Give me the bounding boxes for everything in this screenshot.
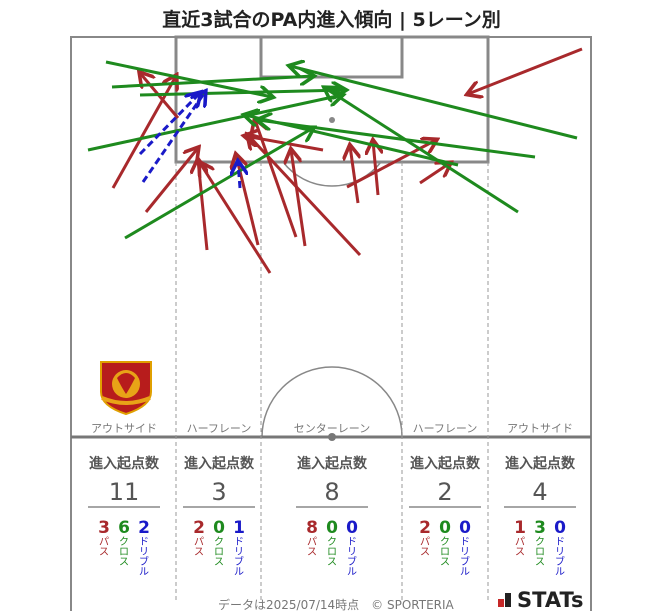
- penalty-spot: [329, 117, 335, 123]
- center-spot: [328, 433, 336, 441]
- lane-1-cross-count: 6: [118, 518, 130, 538]
- lane-3-dribble-count: 0: [346, 518, 358, 538]
- cross-arrow-17: [111, 76, 313, 89]
- lane-3-pass-count: 8: [306, 518, 318, 538]
- cross-arrow-21: [290, 66, 578, 140]
- lane-4-dribble-label: ドリブル: [460, 537, 470, 578]
- lane-total-1: 11: [109, 478, 140, 506]
- lane-2-dribble-label: ドリブル: [234, 537, 244, 578]
- stats-logo-icon: [498, 593, 512, 607]
- lane-3-cross-label: クロス: [327, 536, 337, 568]
- pass-arrow-13: [245, 136, 324, 152]
- penalty-arc: [282, 161, 382, 187]
- cross-arrow-18: [139, 90, 345, 95]
- lane-2-dribble-count: 1: [233, 518, 245, 538]
- lane-header-1: 進入起点数: [89, 455, 160, 472]
- dribble-arrow-26: [138, 93, 200, 156]
- lane-total-3: 8: [324, 478, 339, 506]
- lane-label-4: ハーフレーン: [413, 422, 478, 435]
- footer-date: データは2025/07/14時点 © SPORTERIA: [218, 598, 454, 612]
- lane-1-dribble-count: 2: [138, 518, 150, 538]
- cross-arrow-20: [124, 128, 313, 240]
- lane-stats: 進入起点数113パス6クロス2ドリブル進入起点数32パス0クロス1ドリブル進入起…: [88, 455, 576, 578]
- pass-arrow-5: [200, 163, 272, 274]
- center-circle-arc: [261, 366, 403, 438]
- lane-label-1: アウトサイド: [91, 422, 157, 435]
- lane-4-pass-count: 2: [419, 518, 431, 538]
- pass-arrow-7: [291, 150, 307, 247]
- lane-5-dribble-label: ドリブル: [555, 537, 565, 578]
- lane-5-dribble-count: 0: [554, 518, 566, 538]
- lane-3-cross-count: 0: [326, 518, 338, 538]
- lane-label-2: ハーフレーン: [187, 422, 252, 435]
- chart-title: 直近3試合のPA内進入傾向 | 5レーン別: [162, 9, 501, 31]
- lane-5-pass-label: パス: [515, 536, 525, 558]
- lane-5-cross-label: クロス: [535, 536, 545, 568]
- cross-arrow-23: [325, 88, 519, 214]
- lane-total-5: 4: [532, 478, 547, 506]
- lane-header-2: 進入起点数: [184, 455, 255, 472]
- cross-arrow-19: [87, 95, 342, 152]
- lane-4-cross-count: 0: [439, 518, 451, 538]
- lane-1-dribble-label: ドリブル: [139, 537, 149, 578]
- lane-1-cross-label: クロス: [119, 536, 129, 568]
- lane-header-4: 進入起点数: [410, 455, 481, 472]
- lane-header-3: 進入起点数: [297, 455, 368, 472]
- lane-2-cross-label: クロス: [214, 536, 224, 568]
- lane-5-cross-count: 3: [534, 518, 546, 538]
- lane-total-4: 2: [437, 478, 452, 506]
- cross-arrow-22: [258, 120, 536, 159]
- stats-brand-text: STATs: [517, 588, 584, 612]
- pass-arrow-6: [236, 155, 260, 246]
- lane-4-pass-label: パス: [420, 536, 430, 558]
- lane-1-pass-label: パス: [99, 536, 109, 558]
- lane-2-cross-count: 0: [213, 518, 225, 538]
- pass-arrow-15: [468, 47, 583, 94]
- lane-label-3: センターレーン: [294, 422, 370, 435]
- lane-1-pass-count: 3: [98, 518, 110, 538]
- goal-area: [259, 35, 404, 79]
- stats-brand: STATs: [498, 588, 583, 612]
- lane-4-cross-label: クロス: [440, 536, 450, 568]
- pass-arrow-11: [373, 141, 378, 196]
- entry-arrows: [87, 47, 583, 274]
- lane-header-5: 進入起点数: [505, 455, 576, 472]
- lane-total-2: 3: [211, 478, 226, 506]
- fagiano-okayama-crest-icon: [100, 361, 152, 416]
- pass-arrow-2: [144, 148, 198, 213]
- lane-5-pass-count: 1: [514, 518, 526, 538]
- dribble-arrow-27: [238, 162, 240, 189]
- lane-2-pass-count: 2: [193, 518, 205, 538]
- lane-4-dribble-count: 0: [459, 518, 471, 538]
- pass-arrow-10: [350, 146, 358, 204]
- lane-2-pass-label: パス: [194, 536, 204, 558]
- lane-label-5: アウトサイド: [507, 422, 573, 435]
- pass-arrow-12: [346, 140, 436, 189]
- cross-arrow-24: [245, 115, 459, 167]
- lane-3-pass-label: パス: [307, 536, 317, 558]
- lane-3-dribble-label: ドリブル: [347, 537, 357, 578]
